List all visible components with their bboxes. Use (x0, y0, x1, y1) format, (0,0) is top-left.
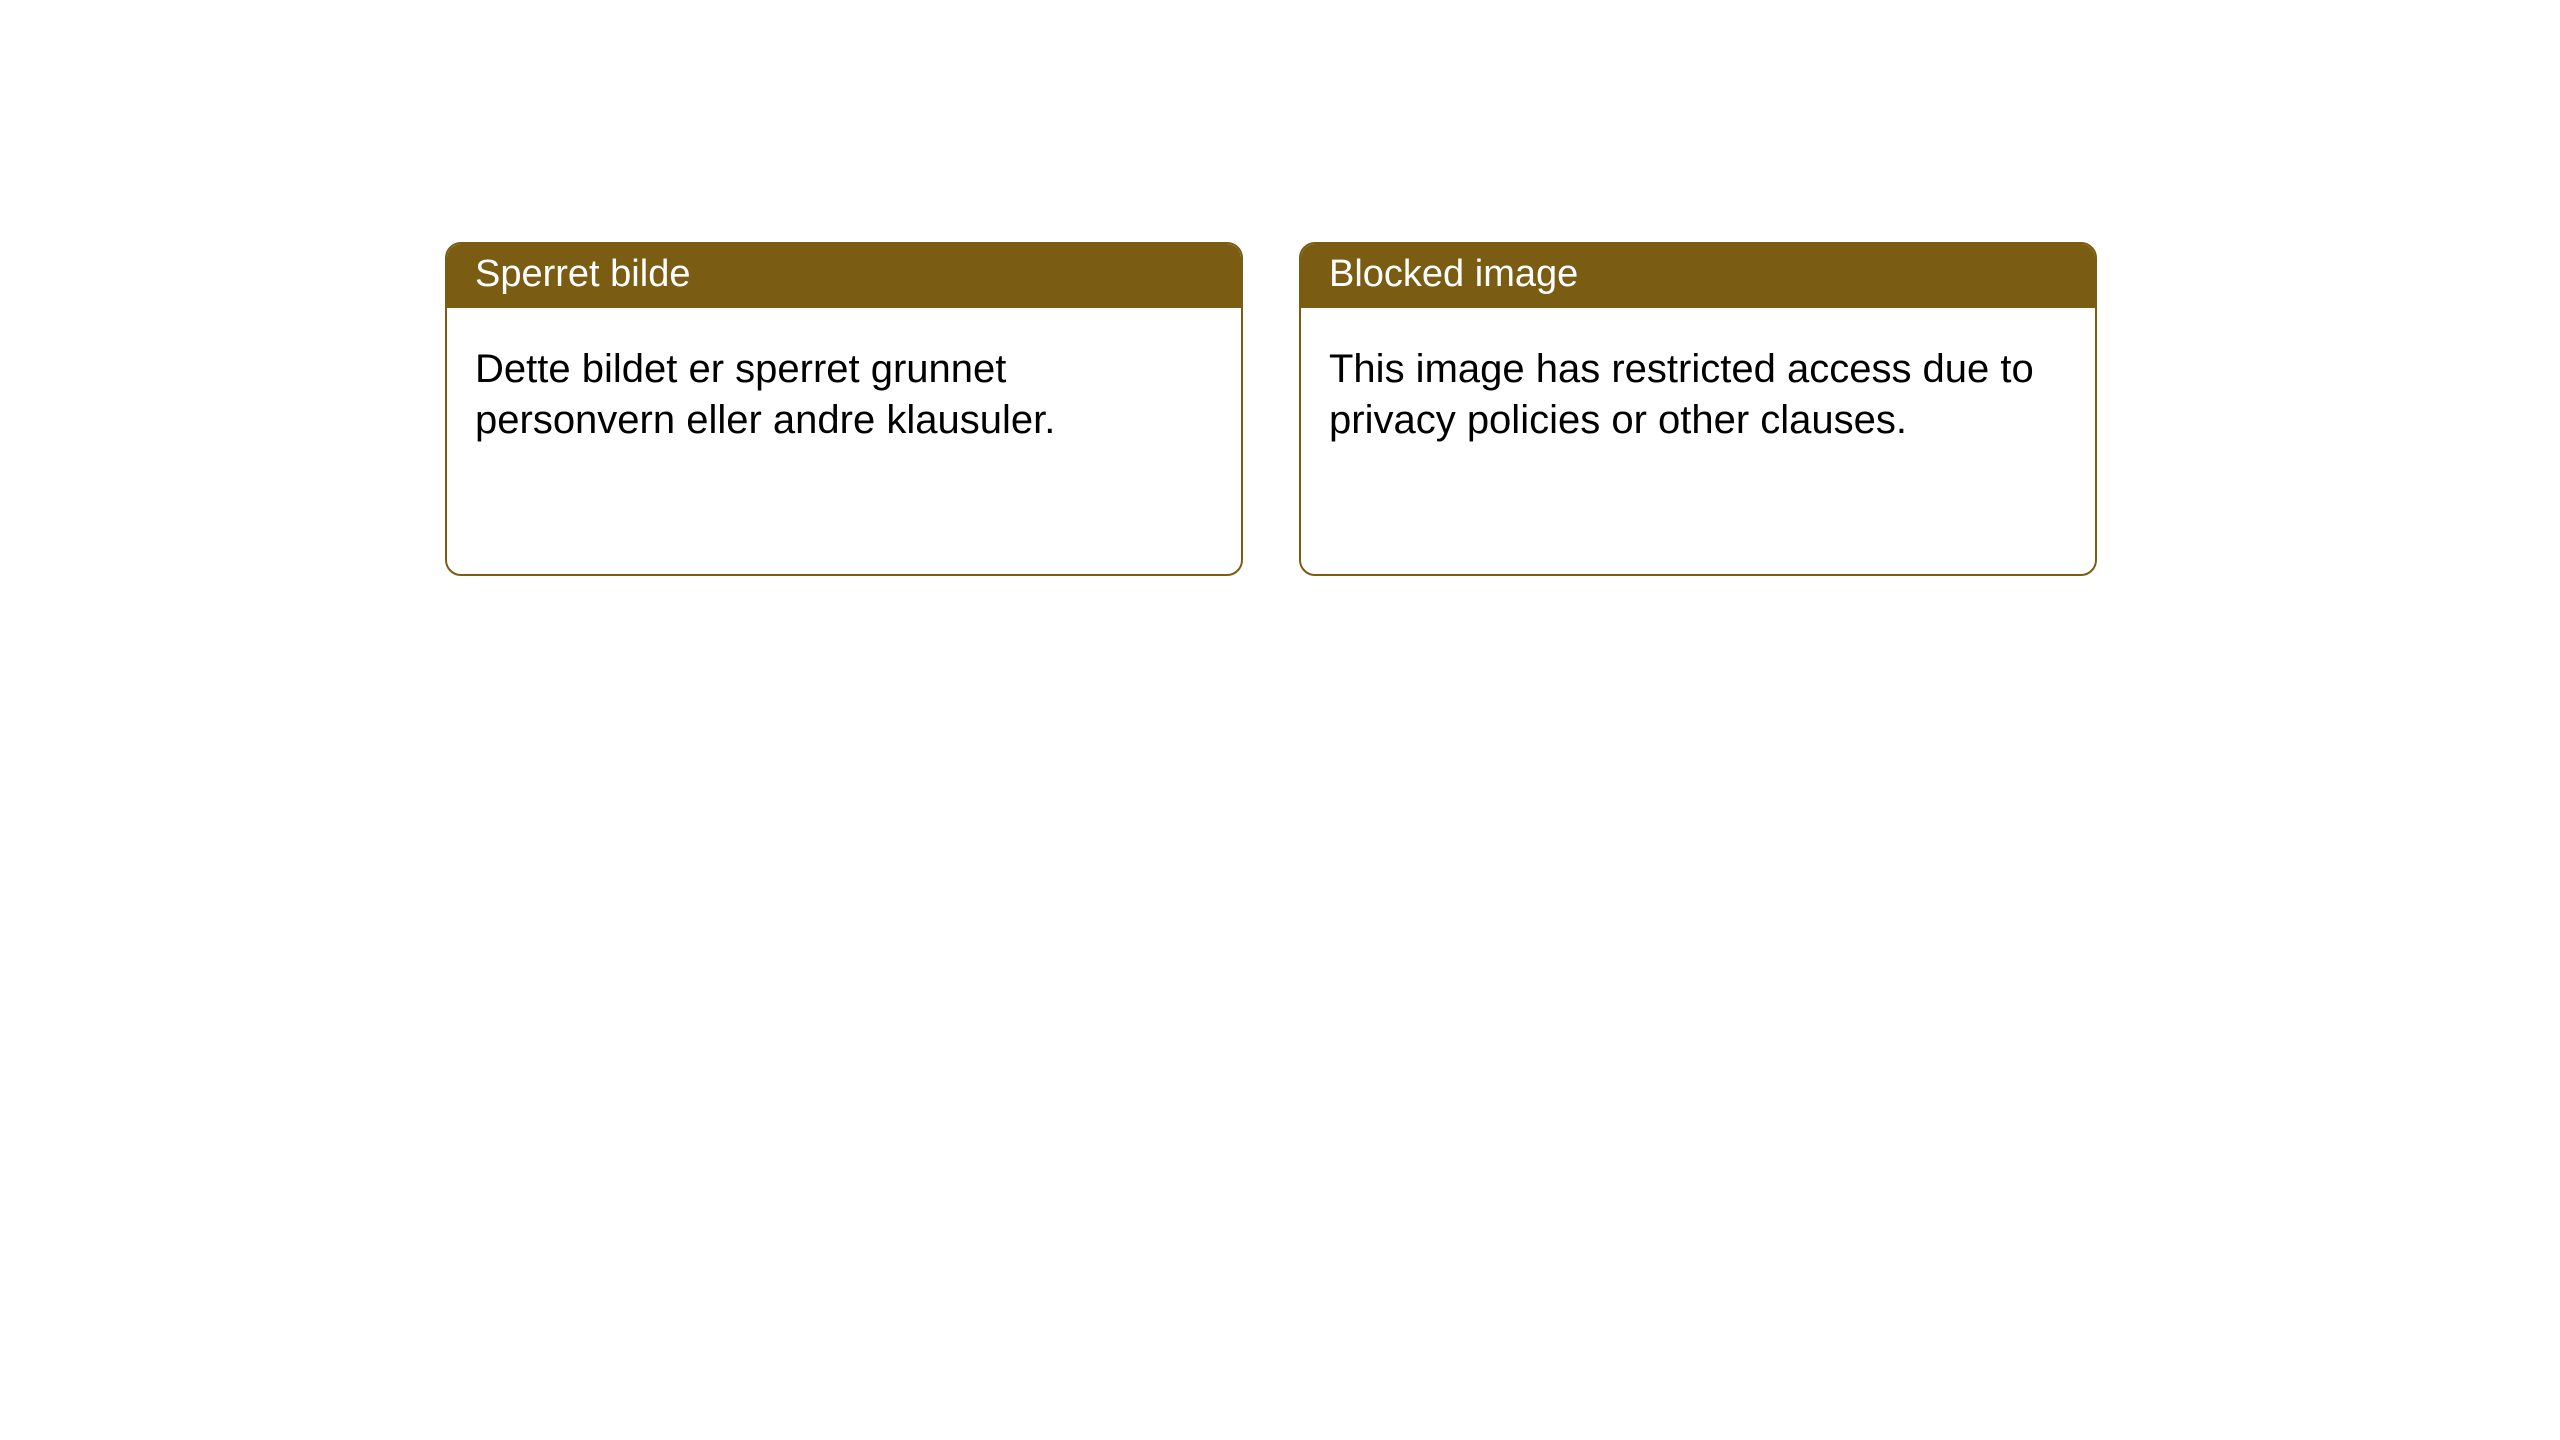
notice-card-header: Sperret bilde (447, 244, 1241, 308)
notice-card-body: Dette bildet er sperret grunnet personve… (447, 308, 1241, 474)
notice-container: Sperret bilde Dette bildet er sperret gr… (445, 242, 2097, 576)
notice-card-no: Sperret bilde Dette bildet er sperret gr… (445, 242, 1243, 576)
notice-card-body: This image has restricted access due to … (1301, 308, 2095, 474)
notice-card-header: Blocked image (1301, 244, 2095, 308)
notice-card-en: Blocked image This image has restricted … (1299, 242, 2097, 576)
